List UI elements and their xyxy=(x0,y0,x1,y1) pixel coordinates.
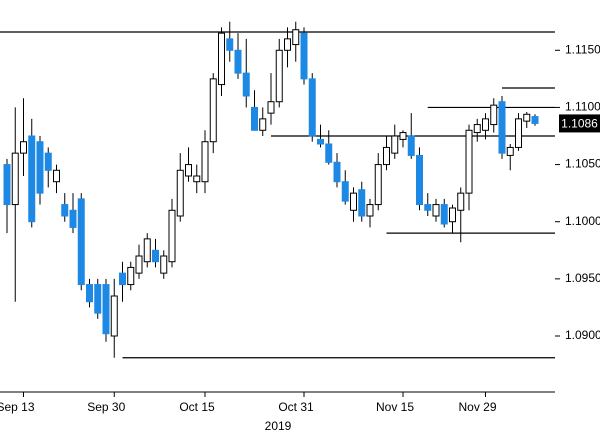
candle-body xyxy=(201,141,209,183)
candle-body xyxy=(86,284,93,303)
candle-body xyxy=(3,164,11,206)
candle-body xyxy=(77,198,85,286)
candle-body xyxy=(251,106,258,131)
candle-body xyxy=(110,295,118,337)
candle-body xyxy=(383,146,390,166)
candle-body xyxy=(457,192,465,211)
candle-body xyxy=(69,209,77,228)
candle-body xyxy=(259,118,267,131)
candle-body xyxy=(407,135,415,156)
candle-body xyxy=(325,143,333,163)
last-price-label: 1.1086 xyxy=(561,117,598,131)
candle-body xyxy=(267,101,275,114)
candle-body xyxy=(135,255,143,274)
candle-body xyxy=(193,175,201,183)
candle-body xyxy=(300,32,308,80)
candle-body xyxy=(341,181,349,202)
y-tick-label: 1.1100 xyxy=(565,100,600,114)
x-tick-label: Oct 15 xyxy=(179,400,215,414)
candle-body xyxy=(473,124,481,134)
candle-body xyxy=(234,49,242,74)
candle-body xyxy=(11,152,19,206)
candle-body xyxy=(143,238,151,263)
candle-body xyxy=(308,78,316,137)
candle-body xyxy=(185,164,192,177)
candle-body xyxy=(515,118,522,148)
candle-body xyxy=(242,72,250,97)
y-tick-label: 1.1150 xyxy=(565,42,600,56)
candle-body xyxy=(523,113,531,122)
candle-body xyxy=(292,29,300,46)
x-axis-label: 2019 xyxy=(265,419,292,433)
candle-body xyxy=(160,255,168,274)
candle-body xyxy=(168,209,176,263)
candle-body xyxy=(465,129,473,194)
candle-body xyxy=(416,154,423,206)
candle-body xyxy=(498,101,506,154)
y-tick-label: 1.1000 xyxy=(565,214,600,228)
candle-body xyxy=(102,284,110,335)
last-price-box xyxy=(559,114,600,133)
candle-body xyxy=(44,152,52,171)
candle-body xyxy=(127,266,135,286)
x-tick-label: Nov 15 xyxy=(376,400,414,414)
candle-body xyxy=(490,104,498,126)
candle-body xyxy=(20,141,27,154)
candle-body xyxy=(36,141,44,194)
y-tick-label: 1.0950 xyxy=(565,271,600,285)
candle-body xyxy=(218,32,225,86)
candle-body xyxy=(391,135,399,154)
candle-body xyxy=(449,207,456,223)
candle-body xyxy=(366,204,374,217)
candle-body xyxy=(350,192,357,211)
candle-body xyxy=(482,118,489,131)
candle-body xyxy=(119,272,126,286)
candle-body xyxy=(432,204,440,217)
candle-body xyxy=(152,249,159,263)
candle-body xyxy=(440,204,448,225)
candle-body xyxy=(284,38,291,51)
candle-body xyxy=(333,161,341,183)
candle-body xyxy=(94,284,102,314)
candle-body xyxy=(53,169,60,183)
candle-body xyxy=(424,204,432,211)
candle-body xyxy=(209,78,217,143)
candle-body xyxy=(61,204,69,217)
candle-body xyxy=(275,49,283,103)
candle-body xyxy=(374,164,382,206)
candle-body xyxy=(28,135,36,223)
x-tick-label: Nov 29 xyxy=(458,400,496,414)
candle-body xyxy=(531,116,539,124)
x-tick-label: Sep 13 xyxy=(0,400,35,414)
candle-body xyxy=(226,38,234,51)
y-tick-label: 1.1050 xyxy=(565,157,600,171)
x-tick-label: Oct 31 xyxy=(278,400,314,414)
candle-body xyxy=(399,132,407,140)
candle-body xyxy=(317,138,324,145)
candle-body xyxy=(506,146,514,156)
candle-body xyxy=(176,169,184,217)
y-tick-label: 1.0900 xyxy=(565,328,600,342)
x-tick-label: Sep 30 xyxy=(87,400,125,414)
candle-body xyxy=(358,189,366,217)
